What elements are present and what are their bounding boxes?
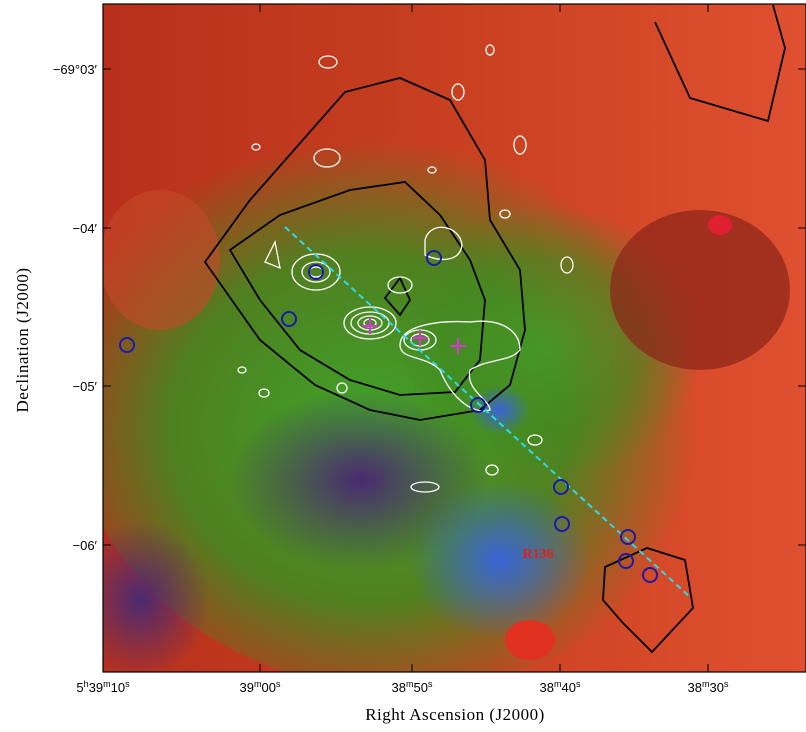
x-tick-label: 38m30s: [688, 679, 729, 695]
plot-frame: [102, 3, 806, 673]
y-tick-labels: −69°03′ −04′ −05′ −06′: [53, 62, 98, 553]
black-contours: [203, 4, 786, 654]
cross-markers: [362, 318, 466, 354]
tick-marks: [103, 4, 806, 672]
y-tick-label: −06′: [73, 538, 98, 553]
x-tick-label: 38m50s: [392, 679, 433, 695]
x-tick-label: 39m00s: [240, 679, 281, 695]
x-tick-label: 5h39m10s: [76, 679, 130, 695]
cut-line: [284, 226, 691, 598]
annotation: R136: [522, 547, 553, 562]
x-tick-labels: 5h39m10s 39m00s 38m50s 38m40s 38m30s: [76, 679, 729, 695]
sky-image: R136: [103, 4, 806, 672]
y-tick-label: −69°03′: [53, 62, 98, 77]
x-tick-label: 38m40s: [540, 679, 581, 695]
y-tick-label: −04′: [73, 221, 98, 236]
x-axis-label: Right Ascension (J2000): [365, 705, 545, 724]
source-circles: [119, 250, 658, 583]
y-tick-label: −05′: [73, 379, 98, 394]
y-axis-label: Declination (J2000): [13, 268, 32, 413]
